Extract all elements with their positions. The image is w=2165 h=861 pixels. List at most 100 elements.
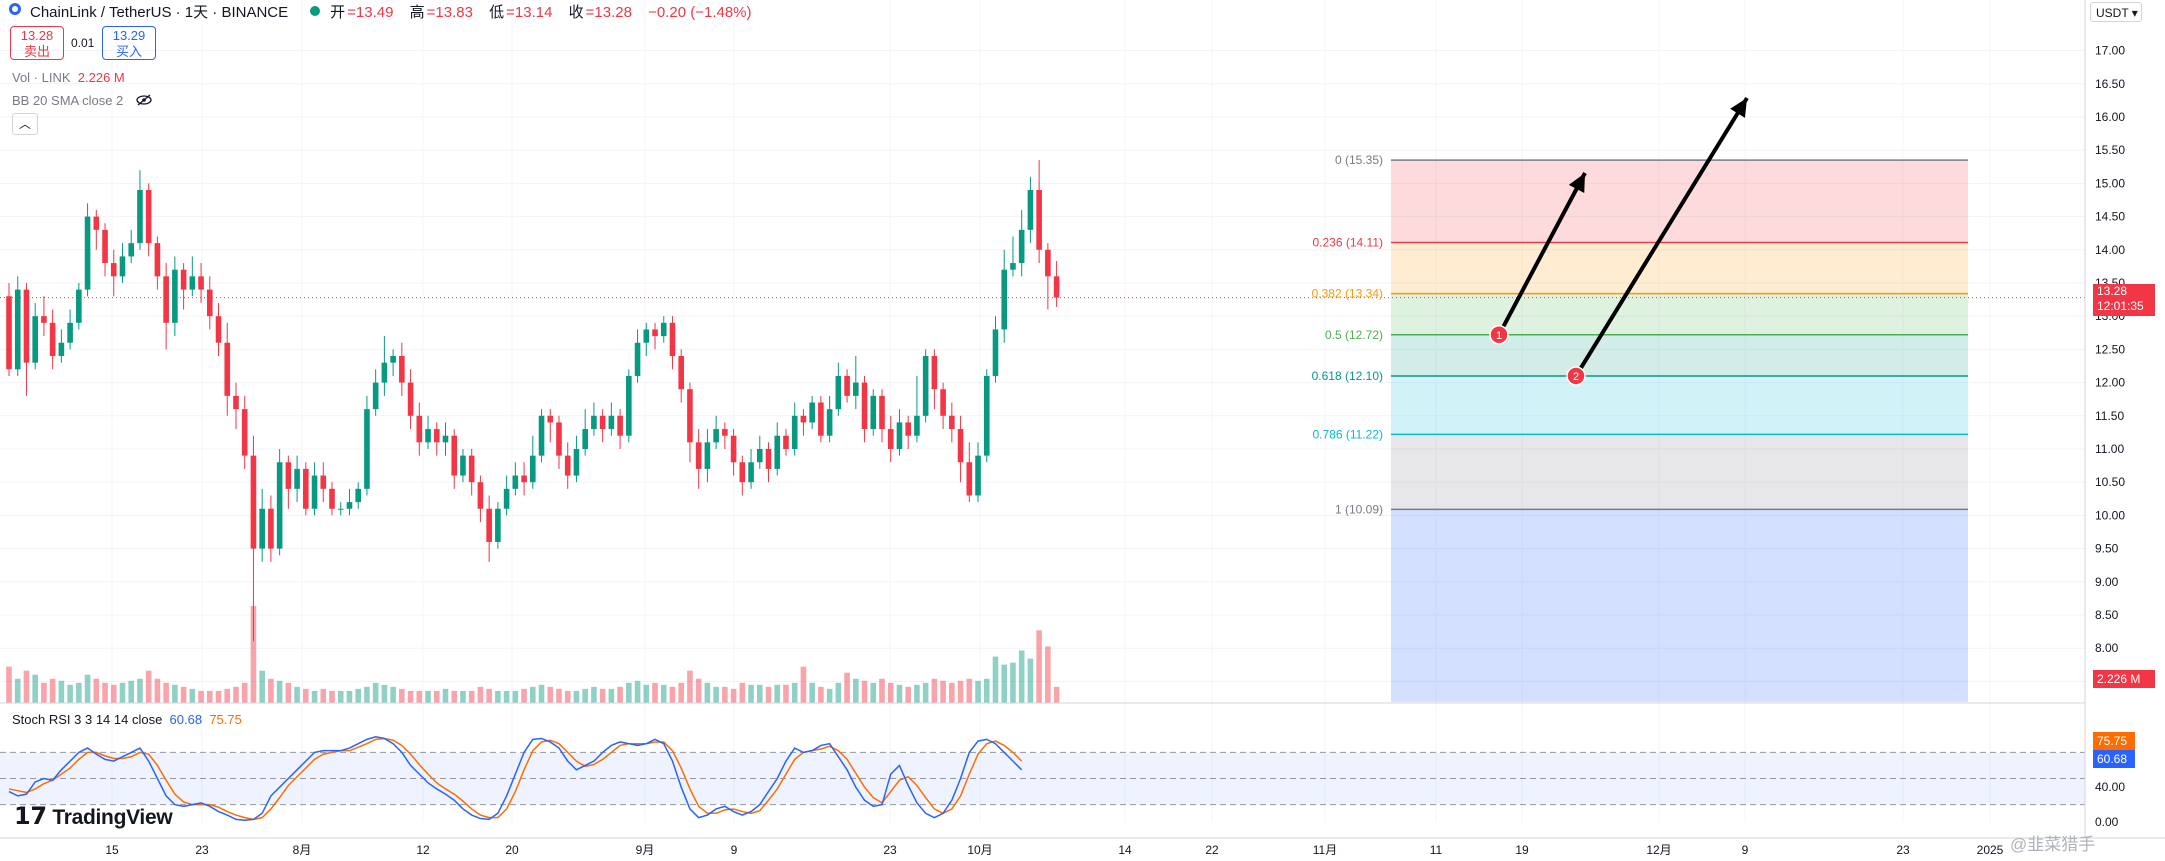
candle-body xyxy=(102,229,108,264)
sell-button[interactable]: 13.28 卖出 xyxy=(10,26,64,60)
volume-bar xyxy=(573,690,580,703)
volume-bar xyxy=(67,684,73,703)
eye-hidden-icon[interactable] xyxy=(135,94,153,106)
volume-bar xyxy=(372,682,379,703)
candle-body xyxy=(399,356,405,383)
candle-body xyxy=(137,190,143,244)
volume-bar xyxy=(416,690,423,703)
volume-bar xyxy=(896,684,903,703)
fib-level-label: 0.5 (12.72) xyxy=(1325,328,1383,342)
volume-bar xyxy=(172,684,178,703)
candle-body xyxy=(564,455,571,476)
currency-selector[interactable]: USDT ▾ xyxy=(2090,2,2142,22)
volume-bar xyxy=(949,682,955,703)
price-tick-label: 16.00 xyxy=(2095,110,2125,124)
volume-bar xyxy=(364,686,370,703)
volume-bar xyxy=(931,678,938,703)
trend-arrows[interactable]: 12 xyxy=(1489,96,1749,386)
candle-body xyxy=(346,502,353,509)
candle-body xyxy=(442,435,449,443)
candle-body xyxy=(172,269,178,323)
fib-zone xyxy=(1391,375,1968,435)
fibonacci-retracement[interactable]: 0 (15.35) 0.236 (14.11) 0.382 (13.34) 0.5 (… xyxy=(1312,153,1968,702)
candle-body xyxy=(329,488,335,509)
volume-bar xyxy=(966,678,973,703)
candle-body xyxy=(887,429,894,449)
candle-body xyxy=(503,488,510,509)
candle-body xyxy=(879,395,885,430)
candlestick-series[interactable] xyxy=(6,160,1060,642)
volume-bar xyxy=(381,684,388,703)
bb-legend[interactable]: BB 20 SMA close 2 xyxy=(12,93,153,108)
candle-body xyxy=(687,389,693,443)
candle-body xyxy=(425,429,431,443)
candle-body xyxy=(573,448,580,476)
candle-body xyxy=(1027,190,1034,230)
volume-bar xyxy=(206,690,213,703)
candle-body xyxy=(294,468,300,489)
tradingview-logo[interactable]: 𝟭𝟳 TradingView xyxy=(14,803,173,830)
time-tick-label: 9月 xyxy=(636,843,655,857)
buy-button[interactable]: 13.29 买入 xyxy=(102,26,156,60)
spread-value: 0.01 xyxy=(71,36,95,50)
volume-bar xyxy=(512,690,519,703)
fib-level-label: 0 (15.35) xyxy=(1335,153,1383,167)
candle-body xyxy=(791,415,798,449)
time-tick-label: 19 xyxy=(1515,843,1529,857)
candle-body xyxy=(940,389,946,416)
volume-bar xyxy=(198,690,204,703)
time-tick-label: 11 xyxy=(1430,843,1443,857)
volume-bar xyxy=(765,686,772,703)
volume-bar xyxy=(337,690,344,703)
time-tick-label: 23 xyxy=(1896,843,1910,857)
annotation-marker-label: 2 xyxy=(1573,371,1579,383)
open-value: =13.49 xyxy=(347,3,394,21)
volume-bar xyxy=(390,686,396,703)
price-tick-label: 10.00 xyxy=(2095,508,2125,522)
candle-body xyxy=(355,488,361,503)
volume-bar xyxy=(259,670,265,703)
symbol-title[interactable]: ChainLink / TetherUS · 1天 · BINANCE xyxy=(30,3,289,21)
candle-body xyxy=(460,455,466,476)
volume-bar xyxy=(905,686,911,703)
volume-bar xyxy=(774,684,781,703)
close-value: =13.28 xyxy=(585,3,632,21)
volume-bar xyxy=(643,684,650,703)
candle-body xyxy=(224,342,231,396)
candle-body xyxy=(84,216,91,290)
volume-bar xyxy=(154,678,161,703)
price-tick-label: 17.00 xyxy=(2095,44,2125,58)
rsi-k-line xyxy=(8,735,1023,822)
stoch-rsi-pane[interactable] xyxy=(0,735,2085,822)
price-tick-label: 10.50 xyxy=(2095,475,2125,489)
volume-bar xyxy=(626,682,632,703)
last-price-tag: 13.28 12:01:35 xyxy=(2093,284,2155,316)
volume-bar xyxy=(748,684,754,703)
collapse-legend-button[interactable]: ︿ xyxy=(12,113,38,135)
volume-bar xyxy=(355,688,361,703)
candle-body xyxy=(669,322,676,357)
volume-bar xyxy=(1010,662,1016,703)
fib-extension-zone xyxy=(1391,509,1968,702)
price-tick-label: 16.50 xyxy=(2095,77,2125,91)
volume-bar xyxy=(599,688,606,703)
volume-bar xyxy=(783,684,789,703)
price-tick-label: 8.50 xyxy=(2095,608,2119,622)
volume-bar xyxy=(215,690,222,703)
time-tick-label: 12月 xyxy=(1646,843,1671,857)
volume-bar xyxy=(311,690,318,703)
volume-bar xyxy=(739,682,746,703)
time-tick-label: 11月 xyxy=(1313,843,1337,857)
candle-body xyxy=(975,455,981,496)
candle-body xyxy=(599,415,606,430)
volume-legend[interactable]: Vol · LINK 2.226 M xyxy=(12,70,125,85)
stoch-rsi-legend[interactable]: Stoch RSI 3 3 14 14 close 60.68 75.75 xyxy=(12,712,242,727)
candle-body xyxy=(704,442,711,469)
candle-body xyxy=(512,475,519,489)
watermark: @韭菜猎手 xyxy=(2010,835,2096,854)
time-tick-label: 8月 xyxy=(293,843,312,857)
d-value-tag: 75.75 xyxy=(2093,732,2135,750)
candle-body xyxy=(582,429,588,449)
volume-bar xyxy=(477,686,484,703)
